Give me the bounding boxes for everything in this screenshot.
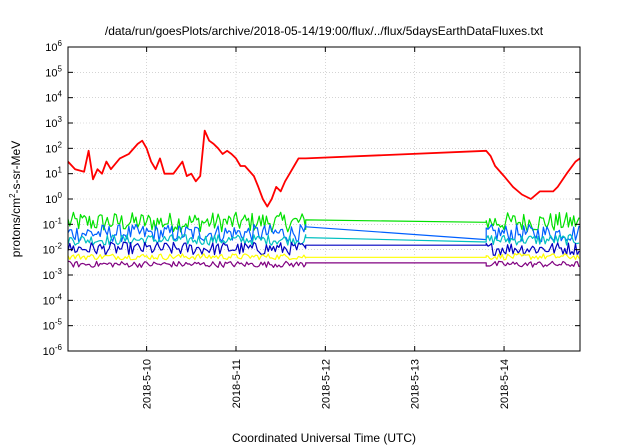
y-tick-exp: 6 [58, 39, 63, 48]
y-tick-label: 10-4 [43, 292, 63, 307]
y-tick-base: 10 [43, 346, 55, 358]
y-tick-exp: -1 [55, 216, 63, 225]
y-axis-label-post: -s-sr-MeV [9, 141, 23, 194]
series-group [67, 129, 581, 268]
y-tick-base: 10 [43, 295, 55, 307]
y-tick-label: 10-2 [43, 242, 63, 257]
y-tick-label: 103 [45, 115, 62, 130]
y-tick-base: 10 [45, 93, 57, 105]
series-line [67, 211, 580, 233]
x-tick-label: 2018-5-11 [231, 359, 243, 408]
y-tick-label: 105 [45, 64, 62, 79]
y-tick-exp: -2 [55, 242, 63, 251]
y-tick-label: 100 [45, 191, 62, 206]
y-tick-base: 10 [45, 67, 57, 79]
grid [68, 46, 580, 352]
y-axis-label-pre: protons/cm [9, 198, 23, 257]
y-tick-label: 106 [45, 39, 62, 54]
x-tick-label: 2018-5-12 [320, 359, 332, 409]
y-tick-base: 10 [43, 270, 55, 282]
y-tick-label: 10-1 [43, 216, 63, 231]
y-axis-label-sup: 2 [8, 193, 17, 198]
y-tick-base: 10 [43, 321, 55, 333]
x-tick-label: 2018-5-10 [142, 359, 154, 409]
y-tick-label: 10-6 [43, 343, 63, 358]
x-axis: 2018-5-10 2018-5-11 2018-5-12 2018-5-13 2018… [142, 47, 511, 409]
x-tick-label: 2018-5-14 [499, 359, 511, 409]
series-line [67, 260, 580, 268]
y-tick-exp: -6 [55, 343, 63, 352]
y-tick-label: 101 [45, 166, 62, 181]
y-tick-exp: 4 [58, 90, 63, 99]
x-tick-label: 2018-5-13 [410, 359, 422, 409]
y-tick-base: 10 [45, 169, 57, 181]
y-tick-exp: 2 [58, 140, 63, 149]
series-line [67, 253, 580, 261]
y-tick-exp: 3 [58, 115, 63, 124]
chart-title: /data/run/goesPlots/archive/2018-05-14/1… [105, 24, 544, 38]
y-tick-label: 10-3 [43, 267, 63, 282]
y-tick-label: 104 [45, 90, 62, 105]
y-tick-label: 10-5 [43, 318, 63, 333]
series-line [67, 233, 580, 246]
y-axis-label: protons/cm2-s-sr-MeV [8, 141, 23, 257]
y-tick-base: 10 [43, 219, 55, 231]
y-tick-label: 102 [45, 140, 62, 155]
x-axis-label: Coordinated Universal Time (UTC) [232, 431, 416, 445]
y-tick-exp: -4 [55, 292, 63, 301]
series-line [67, 223, 580, 243]
y-tick-exp: -3 [55, 267, 63, 276]
y-tick-base: 10 [45, 42, 57, 54]
y-axis: 10-610-510-410-310-210-11001011021031041… [43, 39, 580, 358]
y-tick-base: 10 [45, 118, 57, 130]
y-tick-base: 10 [45, 194, 57, 206]
y-tick-exp: -5 [55, 318, 63, 327]
y-tick-exp: 1 [58, 166, 63, 175]
y-tick-base: 10 [43, 245, 55, 257]
y-tick-exp: 0 [58, 191, 63, 200]
series-line [67, 129, 581, 208]
y-tick-exp: 5 [58, 64, 63, 73]
y-tick-base: 10 [45, 143, 57, 155]
series-line [67, 241, 580, 256]
